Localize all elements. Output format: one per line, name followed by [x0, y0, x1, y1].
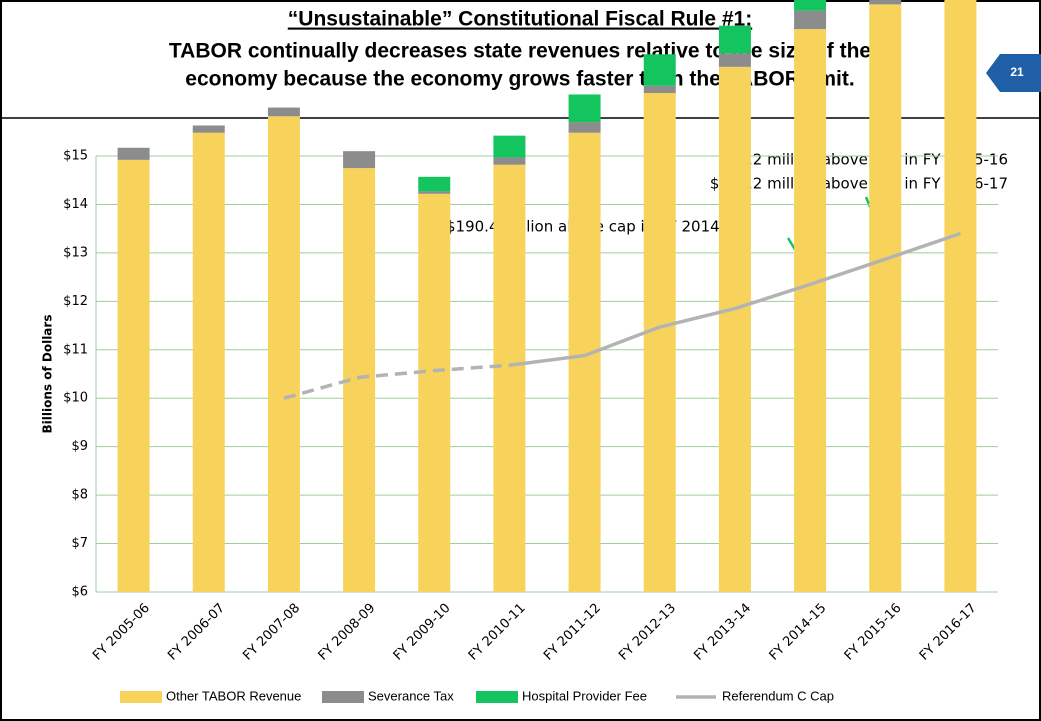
bar-segment	[568, 132, 601, 592]
x-tick-label: FY 2010-11	[466, 601, 529, 664]
bar-segment	[718, 25, 751, 54]
x-tick-label: FY 2015-16	[842, 601, 905, 664]
annotation: $385.2 million above cap in FY 2016-17	[710, 175, 1008, 193]
bar-segment	[869, 0, 902, 5]
bar-segment	[568, 122, 601, 133]
x-tick-label: FY 2006-07	[165, 601, 228, 664]
y-tick-label: $13	[63, 245, 88, 260]
bar-segment	[568, 94, 601, 123]
y-axis-label: Billions of Dollars	[41, 315, 55, 434]
legend-label: Severance Tax	[368, 688, 454, 703]
bar-segment	[794, 0, 827, 11]
page-tag	[986, 54, 1041, 92]
bar-segment	[267, 116, 300, 592]
bar-segment	[944, 0, 977, 592]
bar-segment	[869, 4, 902, 592]
chart-title: “Unsustainable” Constitutional Fiscal Ru…	[288, 8, 752, 31]
bar-segment	[117, 147, 150, 160]
bar-segment	[643, 93, 676, 593]
x-tick-label: FY 2009-10	[391, 601, 454, 664]
bar-segment	[418, 193, 451, 592]
y-tick-label: $10	[63, 391, 88, 406]
cap-line	[283, 363, 510, 400]
bar-segment	[267, 107, 300, 117]
x-tick-label: FY 2013-14	[691, 601, 754, 664]
bar-segment	[493, 164, 526, 592]
y-tick-label: $12	[63, 294, 88, 309]
y-tick-label: $9	[71, 439, 88, 454]
x-tick-label: FY 2016-17	[917, 601, 980, 664]
y-tick-label: $6	[71, 585, 88, 600]
bar-segment	[192, 132, 225, 592]
bar-segment	[718, 53, 751, 67]
legend-swatch	[120, 691, 162, 703]
bar-segment	[493, 157, 526, 165]
legend-label: Other TABOR Revenue	[166, 688, 301, 703]
bar-segment	[643, 54, 676, 86]
bar-segment	[643, 85, 676, 94]
bar-segment	[117, 159, 150, 592]
x-tick-label: FY 2011-12	[541, 601, 604, 664]
x-tick-label: FY 2007-08	[240, 601, 303, 664]
x-tick-label: FY 2008-09	[316, 601, 379, 664]
y-tick-label: $11	[63, 342, 88, 357]
cap-line	[509, 231, 961, 368]
y-tick-label: $8	[71, 488, 88, 503]
subtitle-line: economy because the economy grows faster…	[185, 68, 854, 91]
bar-segment	[718, 66, 751, 592]
y-tick-label: $15	[63, 149, 88, 164]
bar-segment	[192, 125, 225, 133]
legend-label: Referendum C Cap	[722, 688, 834, 703]
bar-segment	[343, 151, 376, 169]
x-tick-label: FY 2012-13	[616, 601, 679, 664]
legend-swatch	[322, 691, 364, 703]
bar-segment	[794, 29, 827, 592]
y-tick-label: $14	[63, 197, 88, 212]
bar-segment	[418, 176, 451, 192]
x-tick-label: FY 2005-06	[90, 601, 153, 664]
annotation: $76.2 million above cap in FY 2015-16	[719, 151, 1008, 169]
bar-segment	[794, 10, 827, 30]
page-number: 21	[1010, 65, 1024, 79]
legend-swatch	[476, 691, 518, 703]
bar-segment	[493, 135, 526, 158]
x-tick-label: FY 2014-15	[767, 601, 830, 664]
y-tick-label: $7	[71, 536, 88, 551]
bar-segment	[418, 191, 451, 194]
legend-label: Hospital Provider Fee	[522, 688, 647, 703]
subtitle-line: TABOR continually decreases state revenu…	[169, 40, 871, 63]
